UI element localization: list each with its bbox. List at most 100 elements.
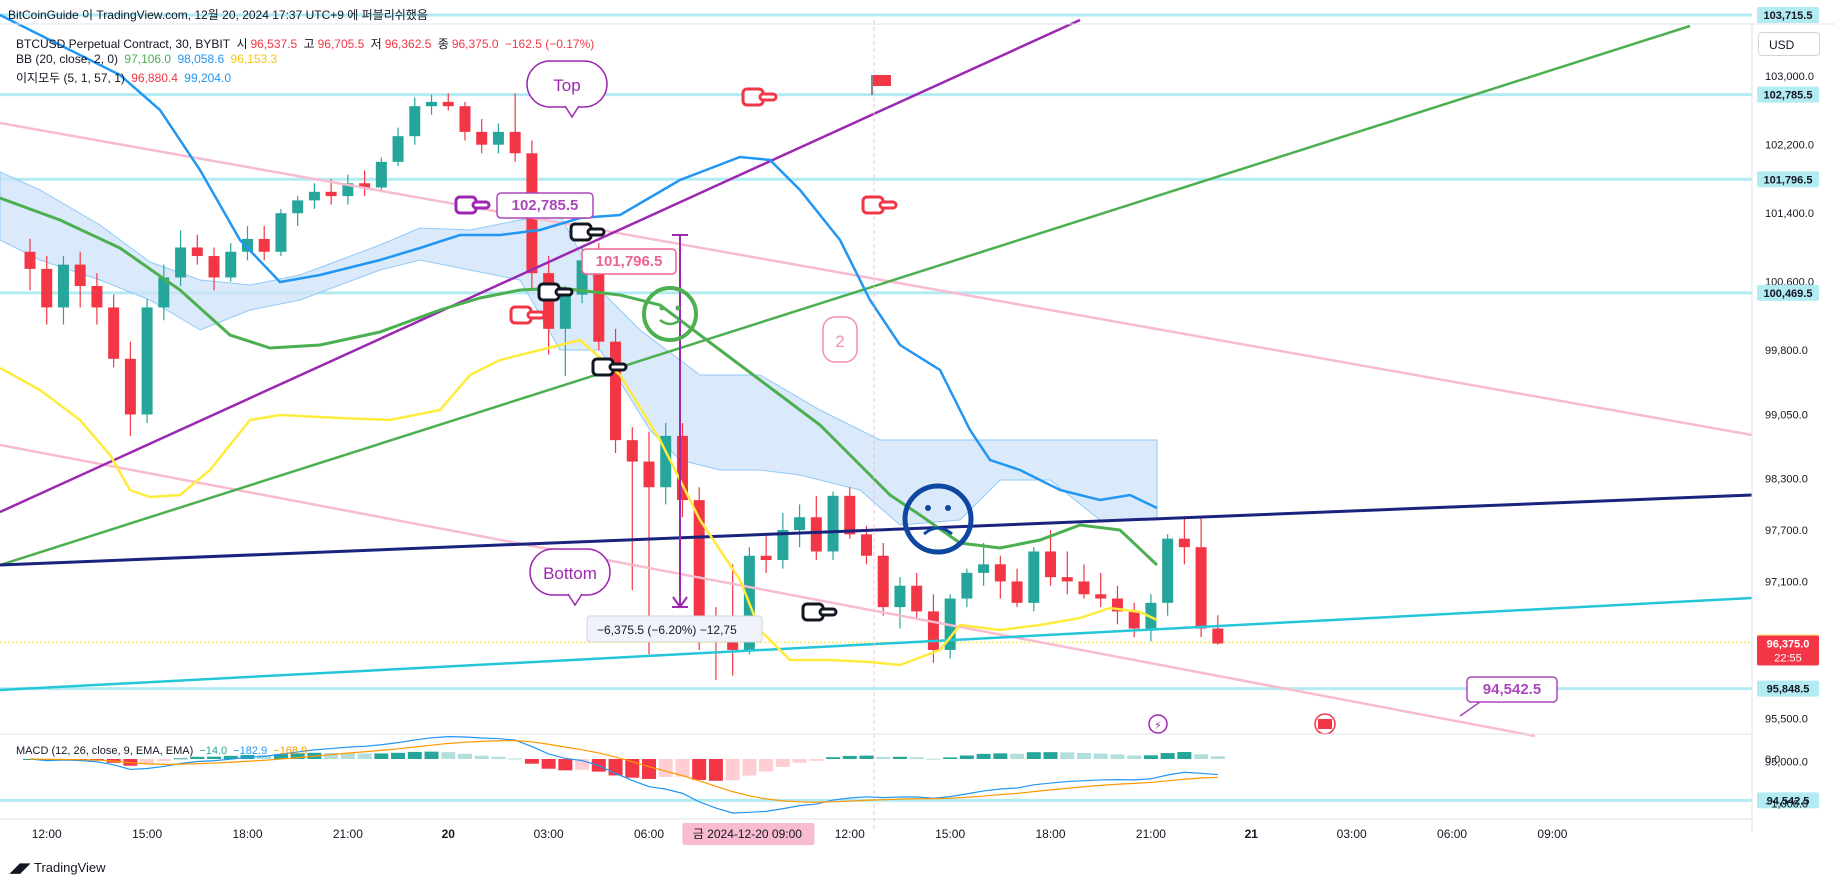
number-badge-text: 2 xyxy=(835,332,844,351)
hand-black-icon-4-finger xyxy=(818,607,838,617)
candle-body xyxy=(593,260,605,342)
hand-black-icon-1 xyxy=(569,222,606,242)
price-badge-bg xyxy=(1757,171,1819,188)
candle-body xyxy=(1128,611,1140,629)
hand-red-icon-1-finger xyxy=(526,310,546,320)
close-value: 96,375.0 xyxy=(451,37,499,51)
candle-body xyxy=(275,213,287,252)
frown-eye xyxy=(945,505,951,511)
macd-value-1: −14.0 xyxy=(199,745,228,757)
macd-histogram-bar xyxy=(541,759,556,769)
price-badge-text: 96,375.0 xyxy=(1767,639,1810,651)
macd-histogram-bar xyxy=(324,752,339,759)
candle-body xyxy=(392,136,404,162)
brand-text: TradingView xyxy=(34,860,106,875)
bb-upper-line xyxy=(0,13,1158,510)
time-tick-label: 21:00 xyxy=(333,827,363,841)
macd-histogram-bar xyxy=(173,758,188,760)
macd-histogram-bar xyxy=(1026,752,1041,759)
time-tick-label: 20 xyxy=(442,827,456,841)
candle-body xyxy=(359,183,371,188)
candle-body xyxy=(41,268,53,308)
macd-histogram-bar xyxy=(692,759,707,780)
ma-value-1: 96,880.4 xyxy=(131,71,178,85)
low-value: 96,362.5 xyxy=(384,37,432,51)
time-axis: 09:0012:0015:0018:0021:002003:0006:0009:… xyxy=(0,818,1752,841)
candle-body xyxy=(911,585,923,612)
candle-body xyxy=(643,461,655,488)
price-badge-bg xyxy=(1757,680,1819,697)
macd-histogram-bar xyxy=(826,757,841,759)
label-94542-bg xyxy=(1466,676,1558,703)
label-101796-text: 101,796.5 xyxy=(596,253,663,270)
event-circle xyxy=(1148,714,1168,734)
open-label: 시 xyxy=(236,37,248,51)
macd-histogram-bar xyxy=(892,756,907,759)
macd-histogram-bar xyxy=(943,757,958,759)
candle-body xyxy=(375,161,387,188)
macd-histogram-bar xyxy=(491,756,506,759)
candle-body xyxy=(794,517,806,531)
macd-histogram-bar xyxy=(190,756,205,759)
macd-histogram-bar xyxy=(876,756,891,759)
candle-body xyxy=(91,286,103,308)
candle-body xyxy=(760,555,772,561)
candle-body xyxy=(626,440,638,462)
tradingview-logo-icon: ◢◤ xyxy=(10,860,30,875)
candle-body xyxy=(727,637,739,650)
price-badge-bg xyxy=(1757,284,1819,301)
price-tick-label: 99,800.0 xyxy=(1765,345,1808,357)
top-bubble: Top xyxy=(526,60,608,119)
event-flag xyxy=(1318,719,1332,729)
price-badge: 102,785.5 xyxy=(1757,86,1819,103)
ma-legend[interactable]: 이지모두 (5, 1, 57, 1) 96,880.4 99,204.0 xyxy=(16,69,234,86)
price-badge: 103,715.5 xyxy=(1757,6,1819,23)
top-bubble-tail xyxy=(564,105,580,119)
time-tick-label: 18:00 xyxy=(1036,827,1066,841)
candle-body xyxy=(409,106,421,137)
bb-legend[interactable]: BB (20, close, 2, 0) 97,106.0 98,058.6 9… xyxy=(16,52,280,66)
candle-body xyxy=(208,256,220,278)
candle-body xyxy=(175,247,187,278)
price-axis: 105,000.0104,000.0103,000.0102,200.0101,… xyxy=(1751,24,1814,832)
label-101796-bg xyxy=(581,248,677,275)
label-94542-pointer xyxy=(1459,701,1481,717)
candles-group xyxy=(24,93,1224,680)
time-tick-label: 21 xyxy=(1245,827,1259,841)
smiley-green-eye xyxy=(659,305,665,311)
price-badge-text: 103,715.5 xyxy=(1764,10,1813,22)
hand-purple-icon xyxy=(454,195,491,215)
footer-brand[interactable]: ◢◤ TradingView xyxy=(10,860,106,876)
macd-histogram-bar xyxy=(725,759,740,781)
label-102785-text: 102,785.5 xyxy=(512,197,579,214)
candle-body xyxy=(225,251,237,278)
candle-body xyxy=(844,495,856,535)
macd-histogram-bar xyxy=(1194,754,1209,759)
candle-body xyxy=(576,260,588,295)
candle-body xyxy=(1095,594,1107,599)
candle-body xyxy=(1045,551,1057,578)
hand-black-icon-3 xyxy=(591,357,628,377)
price-badge-bg xyxy=(1757,792,1819,809)
measure-label-bg xyxy=(586,615,763,643)
hand-black-icon-2-finger xyxy=(554,287,574,297)
macd-histogram-bar xyxy=(140,759,155,764)
time-tick-label: 18:00 xyxy=(232,827,262,841)
hand-purple-icon-finger xyxy=(471,200,491,210)
symbol-legend[interactable]: BTCUSD Perpetual Contract, 30, BYBIT 시 96… xyxy=(16,35,597,52)
candle-body xyxy=(426,101,438,107)
candle-body xyxy=(492,131,504,145)
macd-histogram-bar xyxy=(391,752,406,759)
currency-button[interactable]: USD xyxy=(1758,32,1820,56)
macd-legend[interactable]: MACD (12, 26, close, 9, EMA, EMA) −14.0 … xyxy=(16,745,310,757)
macd-histogram-bar xyxy=(290,753,305,759)
hand-red-icon-1 xyxy=(509,305,546,325)
price-badge-bg xyxy=(1757,635,1819,666)
candle-body xyxy=(108,307,120,359)
time-tick-label: 03:00 xyxy=(1337,827,1367,841)
price-badge-bg xyxy=(1757,6,1819,23)
macd-histogram-bar xyxy=(1210,756,1225,759)
green-trendline xyxy=(0,24,1691,567)
candle-body xyxy=(877,555,889,608)
